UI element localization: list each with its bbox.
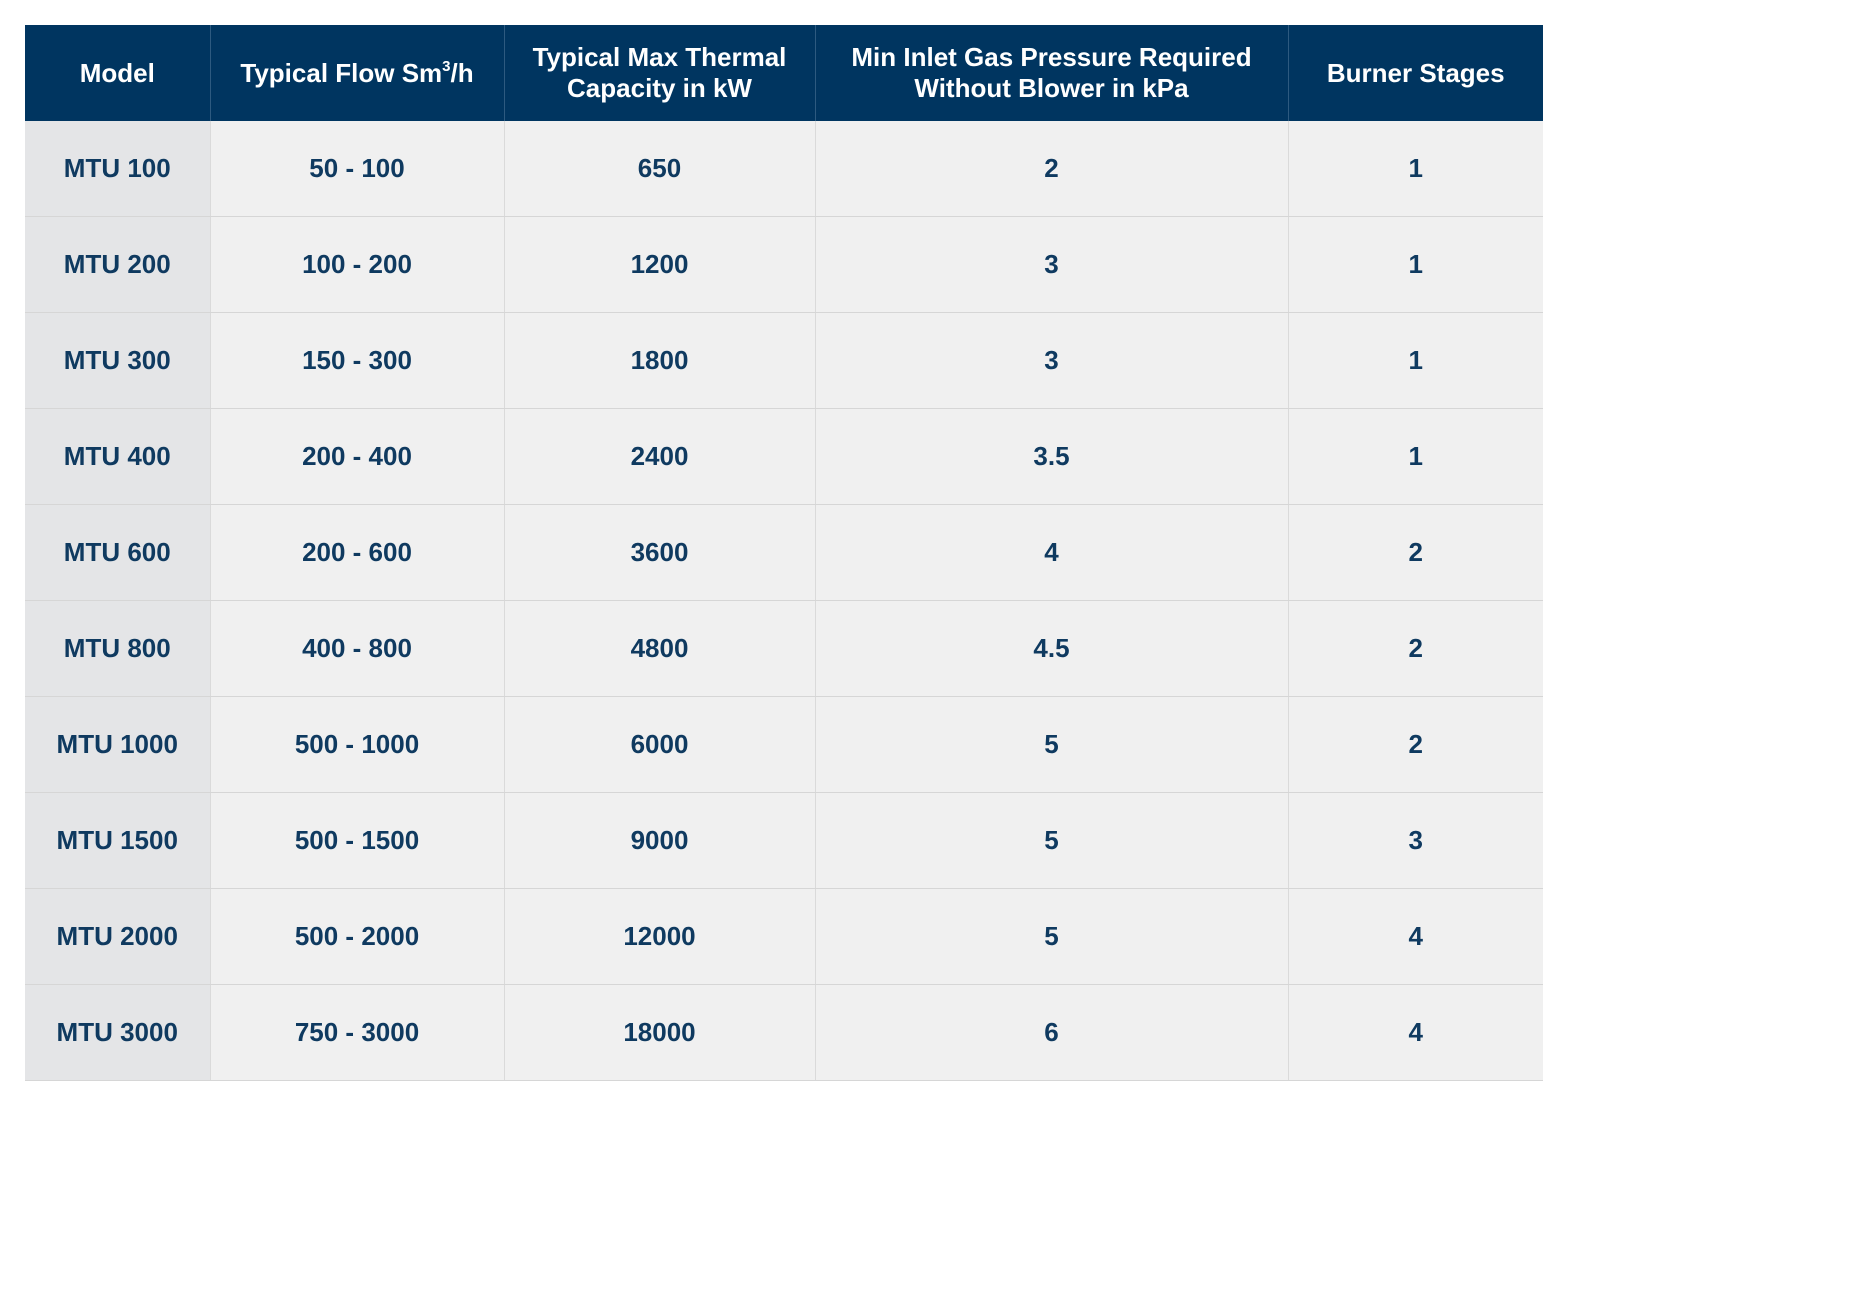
cell-model: MTU 3000 <box>25 984 211 1081</box>
table-row: MTU 100 50 - 100 650 2 1 <box>25 121 1543 217</box>
cell-flow: 500 - 2000 <box>210 888 505 985</box>
cell-flow: 50 - 100 <box>210 121 505 217</box>
cell-capacity: 12000 <box>504 888 816 985</box>
table-row: MTU 3000 750 - 3000 18000 6 4 <box>25 984 1543 1081</box>
cell-capacity: 9000 <box>504 792 816 889</box>
cell-capacity: 18000 <box>504 984 816 1081</box>
cell-capacity: 3600 <box>504 504 816 601</box>
cell-stages: 1 <box>1288 408 1543 505</box>
header-typical-flow: Typical Flow Sm3/h <box>210 25 505 121</box>
cell-stages: 1 <box>1288 216 1543 313</box>
cell-pressure: 3 <box>815 312 1289 409</box>
cell-stages: 4 <box>1288 984 1543 1081</box>
table-row: MTU 300 150 - 300 1800 3 1 <box>25 312 1543 409</box>
cell-model: MTU 1000 <box>25 696 211 793</box>
cell-model: MTU 1500 <box>25 792 211 889</box>
cell-stages: 2 <box>1288 600 1543 697</box>
cell-model: MTU 400 <box>25 408 211 505</box>
table-row: MTU 1000 500 - 1000 6000 5 2 <box>25 696 1543 793</box>
cell-stages: 3 <box>1288 792 1543 889</box>
cell-flow: 400 - 800 <box>210 600 505 697</box>
cell-stages: 1 <box>1288 121 1543 217</box>
cell-pressure: 6 <box>815 984 1289 1081</box>
cell-stages: 1 <box>1288 312 1543 409</box>
cell-capacity: 650 <box>504 121 816 217</box>
table-row: MTU 1500 500 - 1500 9000 5 3 <box>25 792 1543 889</box>
cell-flow: 750 - 3000 <box>210 984 505 1081</box>
header-model: Model <box>25 25 211 121</box>
cell-pressure: 3.5 <box>815 408 1289 505</box>
header-burner-stages: Burner Stages <box>1288 25 1543 121</box>
burner-spec-table: Model Typical Flow Sm3/h Typical Max The… <box>25 25 1543 1081</box>
cell-flow: 100 - 200 <box>210 216 505 313</box>
table-row: MTU 600 200 - 600 3600 4 2 <box>25 504 1543 601</box>
cell-model: MTU 2000 <box>25 888 211 985</box>
table-row: MTU 400 200 - 400 2400 3.5 1 <box>25 408 1543 505</box>
header-inlet-pressure: Min Inlet Gas Pressure Required Without B… <box>815 25 1289 121</box>
table-body: MTU 100 50 - 100 650 2 1 MTU 200 100 - 2… <box>25 121 1543 1081</box>
table-header: Model Typical Flow Sm3/h Typical Max The… <box>25 25 1543 121</box>
cell-flow: 500 - 1000 <box>210 696 505 793</box>
cell-pressure: 3 <box>815 216 1289 313</box>
cell-pressure: 4 <box>815 504 1289 601</box>
table-row: MTU 200 100 - 200 1200 3 1 <box>25 216 1543 313</box>
table-row: MTU 2000 500 - 2000 12000 5 4 <box>25 888 1543 985</box>
cell-stages: 2 <box>1288 696 1543 793</box>
cell-stages: 4 <box>1288 888 1543 985</box>
cell-model: MTU 100 <box>25 121 211 217</box>
cell-model: MTU 600 <box>25 504 211 601</box>
cell-capacity: 1200 <box>504 216 816 313</box>
table-row: MTU 800 400 - 800 4800 4.5 2 <box>25 600 1543 697</box>
cell-capacity: 1800 <box>504 312 816 409</box>
cell-model: MTU 800 <box>25 600 211 697</box>
cell-pressure: 2 <box>815 121 1289 217</box>
cell-capacity: 4800 <box>504 600 816 697</box>
cell-pressure: 4.5 <box>815 600 1289 697</box>
cell-flow: 150 - 300 <box>210 312 505 409</box>
header-row: Model Typical Flow Sm3/h Typical Max The… <box>25 25 1543 121</box>
cell-capacity: 6000 <box>504 696 816 793</box>
header-thermal-capacity: Typical Max Thermal Capacity in kW <box>504 25 816 121</box>
cell-stages: 2 <box>1288 504 1543 601</box>
cell-pressure: 5 <box>815 792 1289 889</box>
cell-flow: 200 - 400 <box>210 408 505 505</box>
cell-model: MTU 300 <box>25 312 211 409</box>
cell-pressure: 5 <box>815 696 1289 793</box>
cell-flow: 500 - 1500 <box>210 792 505 889</box>
cell-flow: 200 - 600 <box>210 504 505 601</box>
cell-capacity: 2400 <box>504 408 816 505</box>
cell-pressure: 5 <box>815 888 1289 985</box>
cell-model: MTU 200 <box>25 216 211 313</box>
